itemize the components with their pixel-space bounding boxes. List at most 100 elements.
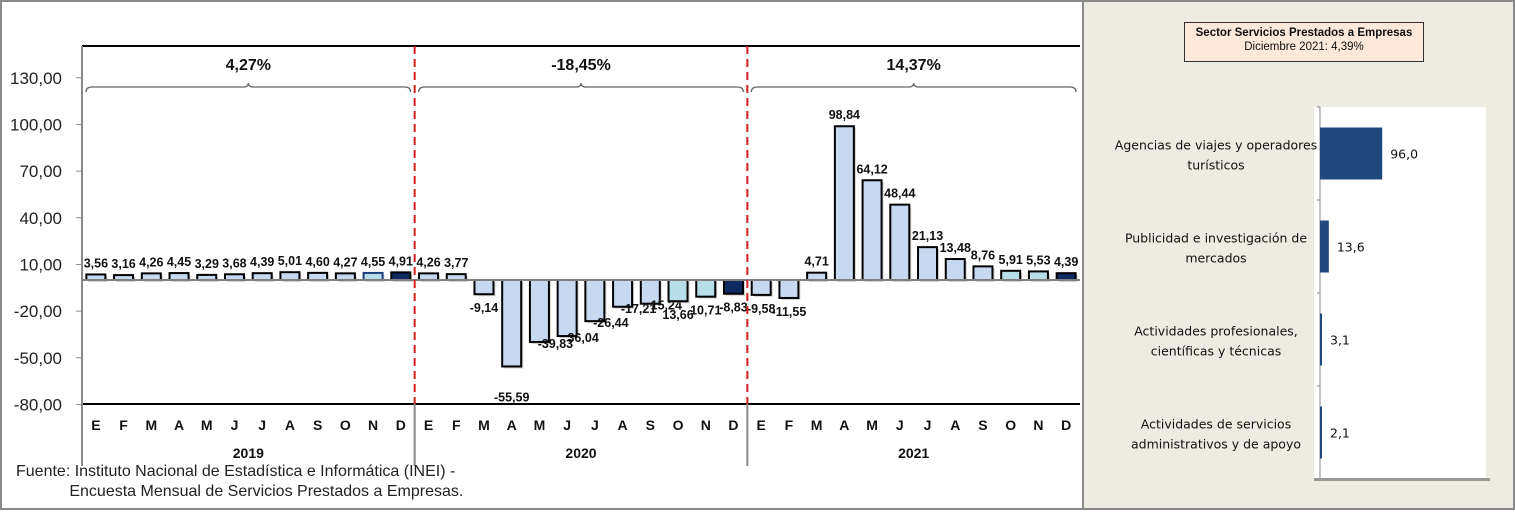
bar-value-label: -55,59	[494, 390, 529, 404]
bar	[889, 203, 911, 282]
bar	[556, 279, 578, 338]
bar-value-label: 98,84	[829, 108, 860, 122]
bar	[722, 279, 744, 295]
month-label: S	[646, 417, 655, 433]
month-label: M	[811, 417, 823, 433]
month-label: O	[1005, 417, 1016, 433]
bar-value-label: 4,26	[139, 255, 163, 269]
sector-category-label: Agencias de viajes y operadores	[1115, 138, 1317, 153]
bar	[750, 279, 772, 296]
bar-value-label: -26,44	[593, 316, 628, 330]
sector-bar-value: 3,1	[1330, 333, 1350, 348]
bar	[501, 279, 523, 368]
sector-subtitle: Diciembre 2021: 4,39%	[1244, 41, 1364, 53]
bar-value-label: 4,55	[361, 255, 385, 269]
bar-value-label: 4,71	[804, 255, 828, 269]
month-label: A	[174, 417, 184, 433]
bar-value-label: 5,91	[999, 253, 1023, 267]
bar-value-label: 4,45	[167, 255, 191, 269]
y-tick-label: 10,00	[19, 255, 62, 274]
bar	[168, 272, 190, 282]
bar-value-label: 8,76	[971, 248, 995, 262]
bar	[806, 271, 828, 282]
bar	[584, 279, 606, 323]
bar-value-label: 13,66	[662, 308, 693, 322]
sector-bar-value: 2,1	[1330, 426, 1350, 441]
month-label: M	[478, 417, 490, 433]
sector-bar	[1320, 127, 1383, 180]
bar	[473, 279, 495, 296]
month-label: M	[534, 417, 546, 433]
bar	[390, 271, 412, 281]
bar	[695, 279, 717, 298]
bar	[667, 279, 689, 303]
sector-category-label: mercados	[1185, 251, 1246, 266]
bar-value-label: 36,04	[567, 331, 598, 345]
bar-value-label: -11,55	[772, 305, 807, 319]
bar-value-label: 4,60	[305, 255, 329, 269]
year-brace	[750, 82, 1077, 93]
month-label: F	[452, 417, 461, 433]
bar-value-label: 21,13	[912, 229, 943, 243]
month-label: M	[145, 417, 157, 433]
annual-growth-label: 4,27%	[226, 57, 271, 74]
bar-value-label: 3,77	[444, 256, 468, 270]
sector-category-label: Publicidad e investigación de	[1125, 231, 1307, 246]
month-label: E	[757, 417, 766, 433]
bar	[1000, 269, 1022, 282]
y-tick-label: -50,00	[14, 349, 62, 368]
month-label: N	[368, 417, 378, 433]
bar-value-label: 4,39	[1054, 255, 1078, 269]
source-note: Fuente: Instituto Nacional de Estadístic…	[16, 462, 463, 502]
bar-value-label: 5,01	[278, 254, 302, 268]
sector-category-label: turísticos	[1187, 158, 1244, 173]
bar-value-label: 64,12	[856, 162, 887, 176]
annual-growth-label: 14,37%	[887, 57, 941, 74]
y-tick-label: 100,00	[10, 115, 62, 134]
bar-value-label: 4,26	[416, 255, 440, 269]
sector-title-box: Sector Servicios Prestados a Empresas Di…	[1184, 22, 1424, 62]
sector-bar	[1320, 220, 1329, 273]
month-label: J	[563, 417, 571, 433]
bar	[279, 271, 301, 281]
month-label: J	[924, 417, 932, 433]
month-label: O	[340, 417, 351, 433]
sector-category-label: Actividades de servicios	[1141, 417, 1291, 432]
bar-value-label: -39,83	[538, 337, 573, 351]
bar-value-label: 4,91	[389, 254, 413, 268]
month-label: A	[839, 417, 849, 433]
bar	[362, 271, 384, 281]
month-label: A	[285, 417, 295, 433]
bar-value-label: -9,14	[470, 301, 499, 315]
sector-title: Sector Servicios Prestados a Empresas	[1195, 27, 1413, 39]
bar	[833, 125, 855, 281]
sector-bar	[1320, 313, 1323, 366]
bar	[528, 279, 550, 343]
month-label: F	[785, 417, 794, 433]
bar-value-label: 5,53	[1026, 253, 1050, 267]
source-line-2: Encuesta Mensual de Servicios Prestados …	[16, 483, 464, 500]
bar	[972, 265, 994, 281]
sector-category-label: científicas y técnicas	[1151, 344, 1282, 359]
month-label: S	[313, 417, 322, 433]
month-label: J	[231, 417, 239, 433]
y-tick-label: -80,00	[14, 395, 62, 414]
bar	[778, 279, 800, 299]
annual-growth-label: -18,45%	[551, 57, 611, 74]
sector-bar-chart: 96,0 Agencias de viajes y operadores turís…	[1115, 106, 1490, 481]
month-label: E	[424, 417, 433, 433]
month-label: D	[1061, 417, 1071, 433]
year-label: 2020	[565, 445, 596, 461]
sector-bar	[1320, 406, 1322, 459]
sector-bar-value: 13,6	[1337, 240, 1365, 255]
month-label: N	[701, 417, 711, 433]
bar-value-label: 3,29	[195, 257, 219, 271]
bar	[1027, 270, 1049, 281]
sector-breakdown-panel: Sector Servicios Prestados a Empresas Di…	[1082, 0, 1515, 510]
sector-bar-value: 96,0	[1390, 147, 1418, 162]
month-label: A	[507, 417, 517, 433]
source-line-1: Fuente: Instituto Nacional de Estadístic…	[16, 463, 456, 480]
sector-x-axis	[1314, 478, 1490, 481]
bar-value-label: 3,16	[111, 257, 135, 271]
y-tick-label: 130,00	[10, 69, 62, 88]
